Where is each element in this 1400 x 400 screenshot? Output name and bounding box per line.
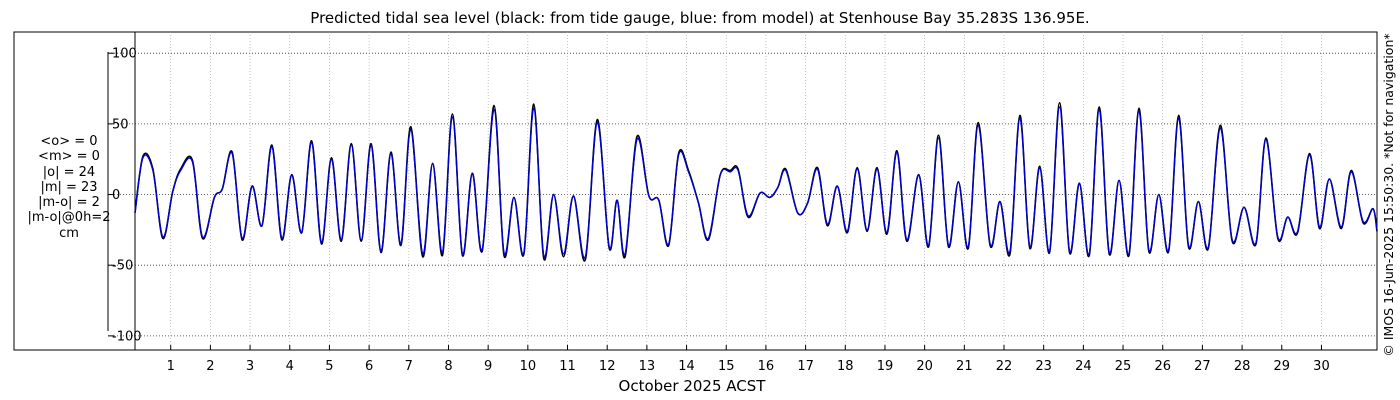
model-series	[134, 106, 1378, 259]
stat-mean-model: <m> = 0	[38, 149, 100, 165]
grid	[108, 32, 1377, 350]
x-tick-label: 28	[1234, 359, 1251, 374]
series	[134, 101, 1378, 262]
x-tick-label: 14	[678, 359, 695, 374]
x-tick-label: 5	[325, 359, 333, 374]
x-tick-label: 8	[444, 359, 452, 374]
x-tick-label: 3	[246, 359, 254, 374]
x-tick-label: 17	[797, 359, 814, 374]
plot-frame	[134, 31, 1378, 351]
x-tick-label: 15	[718, 359, 735, 374]
x-tick-label: 23	[1035, 359, 1052, 374]
x-tick-label: 6	[365, 359, 373, 374]
y-tick-label: 50	[112, 117, 129, 132]
x-tick-label: 13	[639, 359, 656, 374]
x-tick-label: 20	[916, 359, 933, 374]
x-tick-label: 19	[877, 359, 894, 374]
y-tick-label: -100	[112, 329, 142, 344]
x-tick-label: 25	[1115, 359, 1132, 374]
x-tick-label: 12	[599, 359, 616, 374]
y-axis: 100 50 0 -50 -100	[107, 47, 142, 344]
x-tick-label: 4	[286, 359, 294, 374]
stats-panel: <o> = 0 <m> = 0 |o| = 24 |m| = 23 |m-o| …	[14, 134, 124, 241]
stat-abs-diff-0h: |m-o|@0h=2	[27, 210, 111, 226]
x-tick-label: 11	[559, 359, 576, 374]
x-tick-label: 24	[1075, 359, 1092, 374]
y-tick-label: 0	[112, 188, 120, 203]
tide-gauge-series	[134, 101, 1378, 262]
chart-title: Predicted tidal sea level (black: from t…	[310, 9, 1090, 27]
x-tick-label: 30	[1313, 359, 1330, 374]
stat-abs-observed: |o| = 24	[42, 164, 96, 180]
stat-mean-observed: <o> = 0	[40, 134, 98, 149]
stat-abs-model: |m| = 23	[40, 179, 98, 195]
x-tick-label: 22	[996, 359, 1013, 374]
y-tick-label: 100	[112, 47, 137, 62]
x-tick-label: 26	[1154, 359, 1171, 374]
x-tick-label: 16	[758, 359, 775, 374]
x-tick-label: 21	[956, 359, 973, 374]
x-tick-label: 27	[1194, 359, 1211, 374]
stat-abs-diff: |m-o| = 2	[38, 195, 100, 211]
x-axis: 1 2 3 4 5 6 7 8 9 10 11 12 13 14 15 16 17 18 19 20 21 22 23 24 2…	[167, 345, 1330, 374]
x-tick-label: 7	[405, 359, 413, 374]
x-tick-label: 2	[206, 359, 214, 374]
x-tick-label: 9	[484, 359, 492, 374]
x-axis-label: October 2025 ACST	[619, 377, 767, 395]
x-tick-label: 18	[837, 359, 854, 374]
x-tick-label: 29	[1273, 359, 1290, 374]
x-tick-label: 1	[167, 359, 175, 374]
x-tick-label: 10	[520, 359, 537, 374]
stat-unit: cm	[59, 225, 79, 241]
y-tick-label: -50	[112, 259, 133, 274]
